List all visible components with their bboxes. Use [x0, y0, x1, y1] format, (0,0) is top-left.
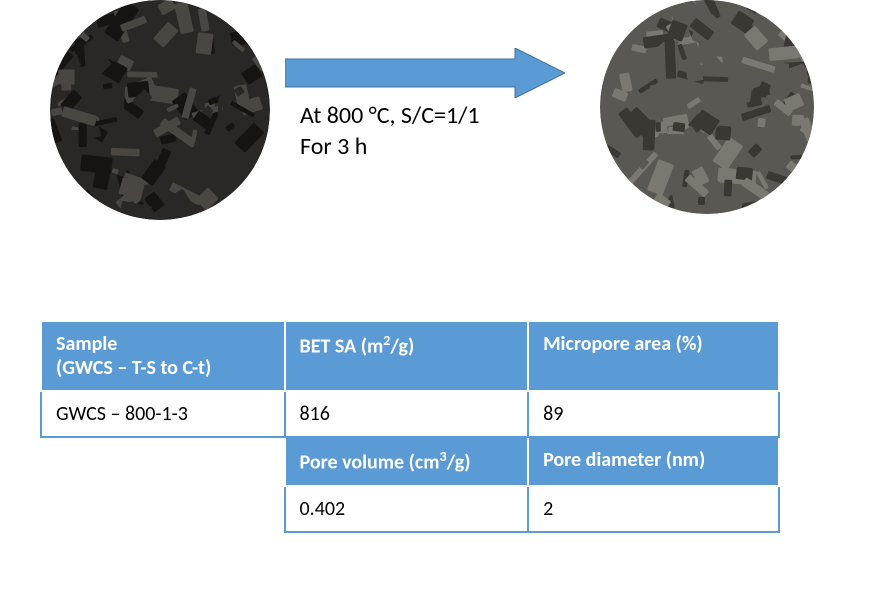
header-sample: Sample (GWCS – T-S to C-t) — [41, 321, 285, 391]
header-pore-diameter: Pore diameter (nm) — [528, 437, 779, 486]
cell-bet-sa: 816 — [285, 391, 529, 437]
header-pore-volume: Pore volume (cm3/g) — [285, 437, 529, 486]
cell-pore-diameter: 2 — [528, 486, 779, 532]
process-diagram: At 800 °C, S/C=1/1 For 3 h — [0, 0, 893, 260]
cell-pore-volume: 0.402 — [285, 486, 529, 532]
table-header-row-1: Sample (GWCS – T-S to C-t) BET SA (m2/g)… — [41, 321, 779, 391]
process-line-1: At 800 °C, S/C=1/1 — [300, 100, 480, 131]
process-arrow — [285, 48, 565, 103]
table-row: GWCS – 800-1-3 816 89 — [41, 391, 779, 437]
spacer — [41, 437, 285, 486]
table-row: 0.402 2 — [41, 486, 779, 532]
properties-table: Sample (GWCS – T-S to C-t) BET SA (m2/g)… — [40, 320, 780, 533]
header-bet-sa: BET SA (m2/g) — [285, 321, 529, 391]
table-header-row-2: Pore volume (cm3/g) Pore diameter (nm) — [41, 437, 779, 486]
before-sample-image — [50, 0, 270, 220]
spacer — [41, 486, 285, 532]
cell-micropore-area: 89 — [528, 391, 779, 437]
table: Sample (GWCS – T-S to C-t) BET SA (m2/g)… — [40, 320, 780, 533]
process-conditions-text: At 800 °C, S/C=1/1 For 3 h — [300, 100, 480, 162]
header-sample-l1: Sample — [56, 332, 270, 356]
header-sample-l2: (GWCS – T-S to C-t) — [56, 356, 270, 380]
after-sample-image — [600, 0, 814, 214]
header-micropore-area: Micropore area (%) — [528, 321, 779, 391]
process-line-2: For 3 h — [300, 131, 480, 162]
cell-sample: GWCS – 800-1-3 — [41, 391, 285, 437]
